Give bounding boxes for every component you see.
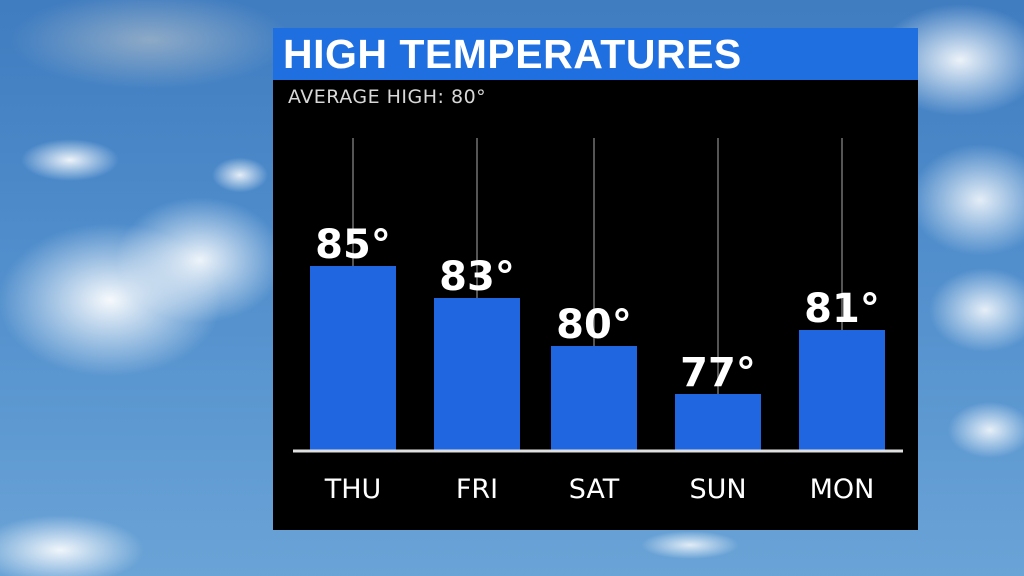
data-label: 85° [315, 222, 391, 268]
data-label: 81° [804, 286, 880, 332]
x-tick-label: SAT [569, 474, 620, 505]
data-label: 83° [439, 254, 515, 300]
bar-sat [551, 346, 637, 450]
bar-thu [310, 266, 396, 450]
x-tick-label: THU [324, 474, 382, 505]
data-label: 80° [556, 302, 632, 348]
title-bar: HIGH TEMPERATURES [273, 28, 918, 80]
data-label: 77° [680, 350, 756, 396]
bar-sun [675, 394, 761, 450]
chart-subtitle: AVERAGE HIGH: 80° [288, 86, 487, 108]
x-tick-label: MON [810, 474, 875, 505]
x-tick-label: FRI [456, 474, 498, 505]
bar-chart: 85° THU 83° FRI 80° SAT 77° SUN 81° MON [293, 138, 903, 505]
chart-title: HIGH TEMPERATURES [283, 31, 742, 77]
bar-mon [799, 330, 885, 450]
chart-panel: HIGH TEMPERATURES AVERAGE HIGH: 80° 85° T… [273, 28, 918, 530]
x-tick-label: SUN [689, 474, 746, 505]
bar-fri [434, 298, 520, 450]
